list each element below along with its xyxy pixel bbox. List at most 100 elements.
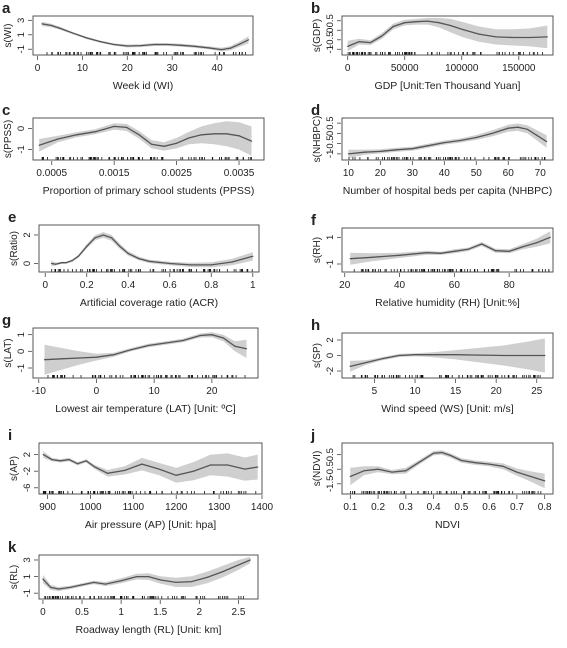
point-d-13 [536, 134, 538, 136]
point-b-1 [358, 41, 360, 43]
point-b-12 [495, 36, 497, 38]
smooth-line-j [350, 451, 545, 482]
confidence-band-a [42, 21, 249, 52]
x-tick-label-h-4: 25 [531, 386, 543, 397]
point-i-1 [51, 459, 53, 461]
point-d-12 [526, 128, 529, 130]
point-d-3 [395, 149, 397, 151]
smooth-line-c [38, 125, 252, 147]
point-i-3 [68, 459, 70, 461]
y-axis-label-e: s(Ratio) [9, 231, 20, 266]
x-tick-label-k-1: 0.5 [75, 607, 89, 618]
x-tick-label-d-1: 20 [375, 168, 387, 179]
x-tick-label-f-2: 60 [449, 280, 461, 291]
y-tick-label-d-2: 0 [325, 131, 336, 136]
x-tick-label-a-4: 40 [212, 63, 224, 74]
point-b-5 [404, 22, 406, 24]
point-d-8 [475, 136, 477, 139]
point-g-2 [78, 357, 80, 359]
point-a-2 [59, 27, 61, 29]
point-f-10 [522, 246, 524, 248]
smooth-line-g [44, 334, 247, 361]
point-b-9 [449, 24, 451, 27]
point-a-8 [140, 45, 142, 47]
point-g-6 [147, 344, 149, 347]
x-tick-label-i-1: 1000 [79, 502, 102, 513]
point-h-2 [382, 358, 384, 360]
point-i-15 [244, 468, 246, 470]
point-d-6 [443, 142, 445, 144]
point-e-9 [111, 237, 113, 239]
point-a-1 [50, 24, 52, 26]
x-tick-label-g-2: 10 [149, 386, 161, 397]
point-g-9 [199, 334, 201, 337]
point-e-16 [210, 264, 212, 266]
point-c-12 [213, 133, 215, 135]
x-axis-label-c: Proportion of primary school students (P… [43, 185, 255, 197]
confidence-band-b [347, 17, 548, 52]
x-tick-label-i-4: 1300 [208, 502, 231, 513]
y-tick-label-g-0: -1 [16, 364, 27, 372]
confidence-band-c [39, 121, 252, 156]
point-e-15 [189, 264, 192, 266]
y-axis-label-g: s(LAT) [3, 338, 14, 367]
smooth-line-b [347, 20, 548, 48]
point-c-13 [225, 133, 228, 135]
point-c-4 [113, 125, 115, 127]
y-tick-label-b-0: -1 [325, 45, 336, 53]
point-c-5 [126, 126, 128, 128]
point-f-1 [371, 256, 373, 258]
point-h-7 [479, 354, 481, 356]
point-h-6 [455, 354, 457, 356]
x-tick-label-d-5: 60 [503, 168, 515, 179]
point-j-7 [441, 451, 443, 454]
point-f-2 [398, 254, 401, 256]
point-f-7 [481, 243, 483, 245]
confidence-band-f [350, 231, 551, 265]
point-e-1 [55, 263, 57, 265]
plot-frame-h [341, 332, 554, 379]
point-j-6 [433, 452, 435, 454]
x-tick-label-k-2: 1 [118, 607, 124, 618]
point-g-5 [130, 349, 132, 351]
point-c-6 [138, 134, 140, 136]
y-axis-label-j: s(NDVI) [312, 451, 323, 487]
point-c-15 [250, 140, 253, 142]
y-tick-label-k-0: -1 [22, 589, 33, 597]
point-e-18 [252, 255, 254, 257]
panel-a: a 0 10 20 30 40 -1 1 3 Week id (WI) s(WI) [2, 0, 254, 92]
panel-letter-c: c [2, 102, 10, 119]
x-tick-label-j-3: 0.4 [427, 502, 441, 513]
point-f-5 [453, 250, 455, 252]
x-tick-label-h-0: 5 [372, 386, 378, 397]
smooth-line-a [41, 23, 249, 51]
x-tick-label-i-3: 1200 [165, 502, 188, 513]
point-k-14 [222, 571, 224, 573]
x-axis-label-g: Lowest air temperature (LAT) [Unit: ºC] [55, 403, 236, 415]
plot-frame-f [341, 227, 554, 273]
x-tick-label-h-3: 20 [491, 386, 503, 397]
point-f-3 [426, 252, 428, 254]
point-k-6 [104, 583, 107, 585]
point-h-5 [430, 354, 432, 356]
x-tick-label-g-3: 20 [206, 386, 218, 397]
point-k-7 [120, 580, 122, 582]
point-h-10 [544, 354, 546, 357]
point-a-17 [247, 39, 250, 41]
point-i-7 [107, 472, 109, 474]
point-c-11 [201, 134, 203, 136]
y-tick-label-h-0: -2 [325, 367, 336, 375]
point-f-9 [508, 250, 510, 252]
panel-f: f 20 40 60 80 -1 1 Relative humidity (RH) [Unit… [311, 212, 554, 309]
y-tick-label-a-2: 3 [16, 18, 27, 23]
x-tick-label-d-6: 70 [535, 168, 547, 179]
plot-frame-k [38, 554, 259, 600]
panel-letter-f: f [311, 212, 317, 229]
panel-d: d 10 20 30 40 50 60 70 -1-0.500.5 Number of hospi… [311, 102, 554, 197]
point-i-10 [158, 468, 160, 470]
x-tick-label-b-3: 150000 [502, 63, 536, 74]
x-tick-label-g-0: -10 [32, 386, 47, 397]
point-a-13 [207, 47, 209, 49]
y-tick-label-b-1: -0.5 [325, 32, 336, 48]
